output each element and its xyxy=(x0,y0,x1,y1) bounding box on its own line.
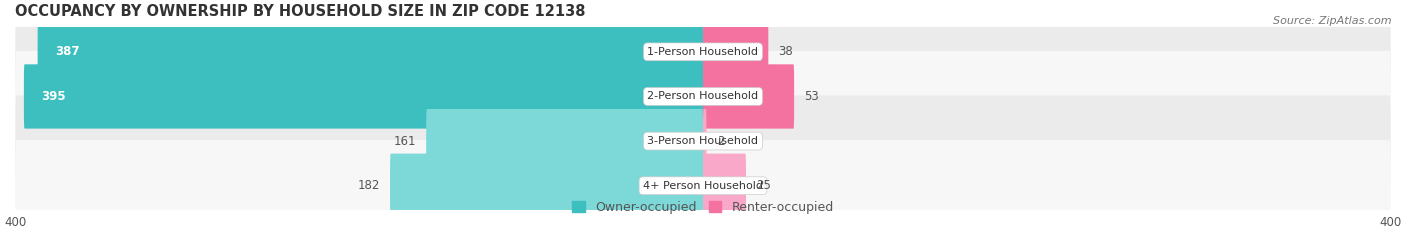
Text: 1-Person Household: 1-Person Household xyxy=(648,47,758,57)
Text: OCCUPANCY BY OWNERSHIP BY HOUSEHOLD SIZE IN ZIP CODE 12138: OCCUPANCY BY OWNERSHIP BY HOUSEHOLD SIZE… xyxy=(15,4,586,19)
Text: 2: 2 xyxy=(717,135,724,147)
Text: 3-Person Household: 3-Person Household xyxy=(648,136,758,146)
Text: 395: 395 xyxy=(41,90,66,103)
FancyBboxPatch shape xyxy=(703,64,794,129)
FancyBboxPatch shape xyxy=(703,109,706,173)
FancyBboxPatch shape xyxy=(38,20,703,84)
FancyBboxPatch shape xyxy=(15,96,1391,187)
Text: 53: 53 xyxy=(804,90,820,103)
FancyBboxPatch shape xyxy=(703,20,768,84)
Text: 2-Person Household: 2-Person Household xyxy=(647,92,759,101)
FancyBboxPatch shape xyxy=(15,51,1391,142)
FancyBboxPatch shape xyxy=(389,154,703,218)
FancyBboxPatch shape xyxy=(703,154,747,218)
Text: 387: 387 xyxy=(55,45,79,58)
Legend: Owner-occupied, Renter-occupied: Owner-occupied, Renter-occupied xyxy=(568,196,838,219)
Text: Source: ZipAtlas.com: Source: ZipAtlas.com xyxy=(1274,16,1392,26)
FancyBboxPatch shape xyxy=(426,109,703,173)
Text: 182: 182 xyxy=(357,179,380,192)
FancyBboxPatch shape xyxy=(24,64,703,129)
FancyBboxPatch shape xyxy=(15,140,1391,231)
Text: 161: 161 xyxy=(394,135,416,147)
Text: 25: 25 xyxy=(756,179,770,192)
Text: 4+ Person Household: 4+ Person Household xyxy=(643,181,763,191)
Text: 38: 38 xyxy=(779,45,793,58)
FancyBboxPatch shape xyxy=(15,6,1391,97)
